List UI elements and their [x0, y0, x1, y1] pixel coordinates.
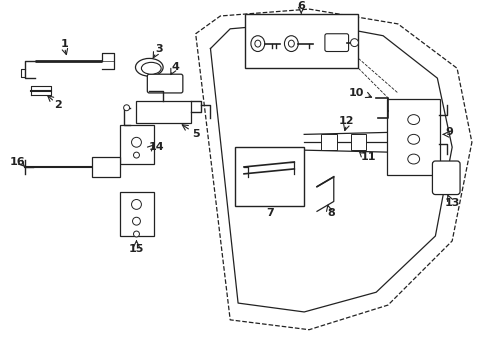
Bar: [320, 134, 336, 150]
Bar: [350, 134, 366, 150]
Bar: [92, 157, 120, 177]
Ellipse shape: [407, 134, 419, 144]
Ellipse shape: [123, 105, 129, 111]
Bar: [244, 14, 358, 68]
Bar: [120, 192, 154, 236]
Ellipse shape: [131, 199, 141, 210]
Ellipse shape: [284, 36, 298, 51]
Text: 15: 15: [128, 244, 144, 254]
Text: 14: 14: [148, 142, 163, 152]
Ellipse shape: [407, 114, 419, 125]
Ellipse shape: [133, 152, 139, 158]
Ellipse shape: [135, 58, 163, 76]
Text: 6: 6: [297, 1, 305, 11]
Ellipse shape: [250, 36, 264, 51]
Bar: [120, 125, 154, 164]
Text: 10: 10: [348, 88, 364, 98]
Text: 12: 12: [338, 116, 354, 126]
Ellipse shape: [132, 217, 140, 225]
Text: 1: 1: [61, 39, 68, 49]
Text: 11: 11: [360, 152, 375, 162]
Text: 5: 5: [191, 129, 199, 139]
Text: 9: 9: [445, 127, 452, 138]
Ellipse shape: [131, 137, 141, 147]
FancyBboxPatch shape: [386, 99, 439, 175]
Text: 7: 7: [265, 208, 273, 218]
Text: 4: 4: [172, 62, 180, 72]
FancyBboxPatch shape: [431, 161, 459, 194]
Ellipse shape: [141, 62, 161, 74]
Text: 3: 3: [155, 44, 163, 54]
Text: 13: 13: [444, 198, 459, 208]
FancyBboxPatch shape: [147, 74, 183, 93]
Text: 2: 2: [54, 100, 61, 110]
Ellipse shape: [350, 39, 358, 46]
Ellipse shape: [407, 154, 419, 164]
FancyBboxPatch shape: [324, 34, 348, 51]
Ellipse shape: [133, 231, 139, 237]
Bar: [235, 147, 304, 206]
Ellipse shape: [254, 40, 260, 47]
Text: 16: 16: [9, 157, 25, 167]
Text: 8: 8: [326, 208, 334, 218]
Ellipse shape: [288, 40, 294, 47]
Bar: [136, 101, 190, 122]
